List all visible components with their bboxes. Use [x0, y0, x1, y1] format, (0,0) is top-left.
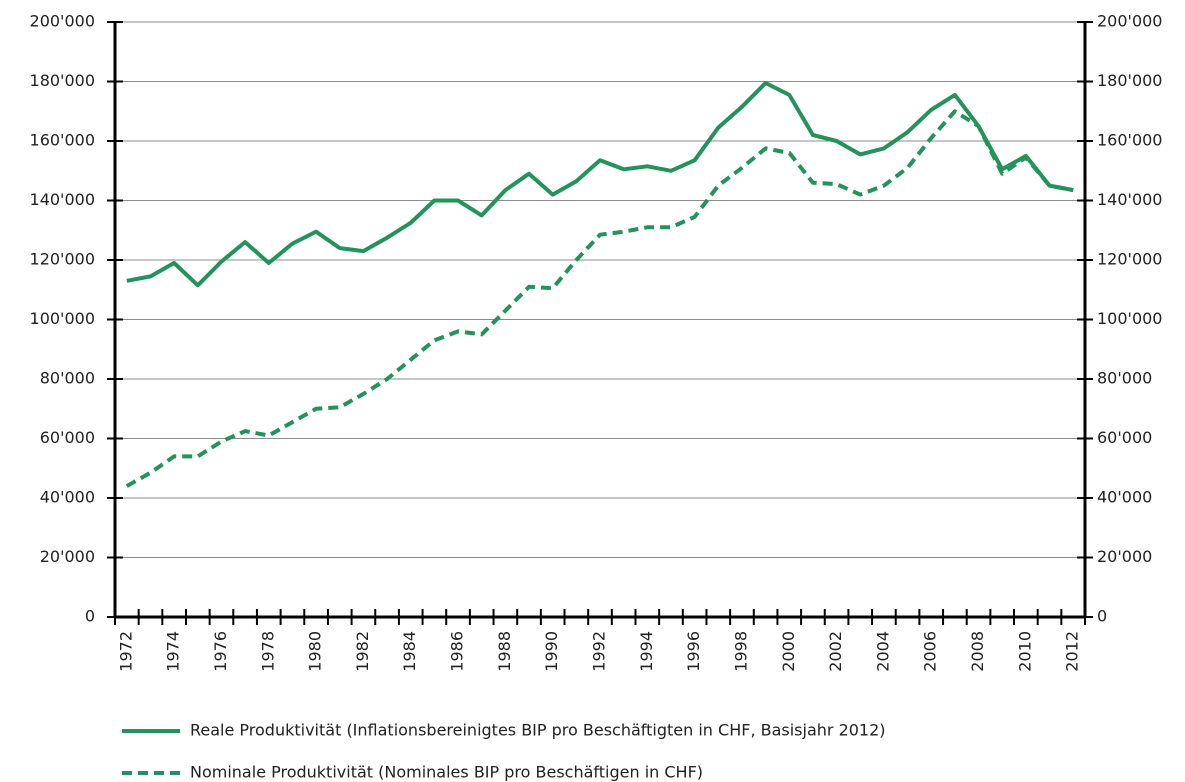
x-tick-label: 1994	[637, 631, 656, 672]
y2-tick-label: 20'000	[1097, 547, 1152, 566]
x-tick-label: 2004	[873, 631, 892, 672]
x-tick-label: 1996	[684, 631, 703, 672]
y-tick-label: 120'000	[30, 250, 95, 269]
y-tick-label: 20'000	[40, 547, 95, 566]
y-tick-label: 40'000	[40, 488, 95, 507]
x-tick-label: 1976	[211, 631, 230, 672]
x-tick-label: 2006	[921, 631, 940, 672]
x-tick-label: 1998	[731, 631, 750, 672]
legend-label: Reale Produktivität (Inflationsbereinigt…	[190, 721, 886, 740]
y-tick-label: 0	[85, 607, 95, 626]
y2-tick-label: 160'000	[1097, 131, 1162, 150]
x-tick-label: 1992	[590, 631, 609, 672]
y-tick-label: 100'000	[30, 309, 95, 328]
y2-tick-label: 100'000	[1097, 309, 1162, 328]
line-series	[125, 109, 1074, 488]
x-tick-label: 1980	[306, 631, 325, 672]
x-tick-label: 1988	[495, 631, 514, 672]
y2-tick-label: 40'000	[1097, 488, 1152, 507]
y-tick-label: 80'000	[40, 369, 95, 388]
y-tick-label: 200'000	[30, 12, 95, 31]
y2-tick-label: 0	[1097, 607, 1107, 626]
x-tick-label: 1972	[116, 631, 135, 672]
line-series	[126, 81, 1074, 288]
x-tick-label: 1974	[164, 631, 183, 672]
y2-tick-label: 180'000	[1097, 71, 1162, 90]
x-tick-label: 2012	[1063, 631, 1082, 672]
y-tick-label: 140'000	[30, 190, 95, 209]
x-tick-label: 1978	[258, 631, 277, 672]
x-tick-label: 2002	[826, 631, 845, 672]
y-tick-label: 160'000	[30, 131, 95, 150]
x-tick-label: 1984	[400, 631, 419, 672]
y2-tick-label: 60'000	[1097, 428, 1152, 447]
y-tick-label: 180'000	[30, 71, 95, 90]
y2-tick-label: 80'000	[1097, 369, 1152, 388]
x-tick-label: 1990	[542, 631, 561, 672]
x-tick-label: 2000	[779, 631, 798, 672]
x-tick-label: 1986	[448, 631, 467, 672]
y-tick-label: 60'000	[40, 428, 95, 447]
y2-tick-label: 120'000	[1097, 250, 1162, 269]
y2-tick-label: 140'000	[1097, 190, 1162, 209]
x-tick-label: 2008	[968, 631, 987, 672]
x-tick-label: 1982	[353, 631, 372, 672]
legend-label: Nominale Produktivität (Nominales BIP pr…	[190, 763, 703, 782]
x-tick-label: 2010	[1015, 631, 1034, 672]
y2-tick-label: 200'000	[1097, 12, 1162, 31]
